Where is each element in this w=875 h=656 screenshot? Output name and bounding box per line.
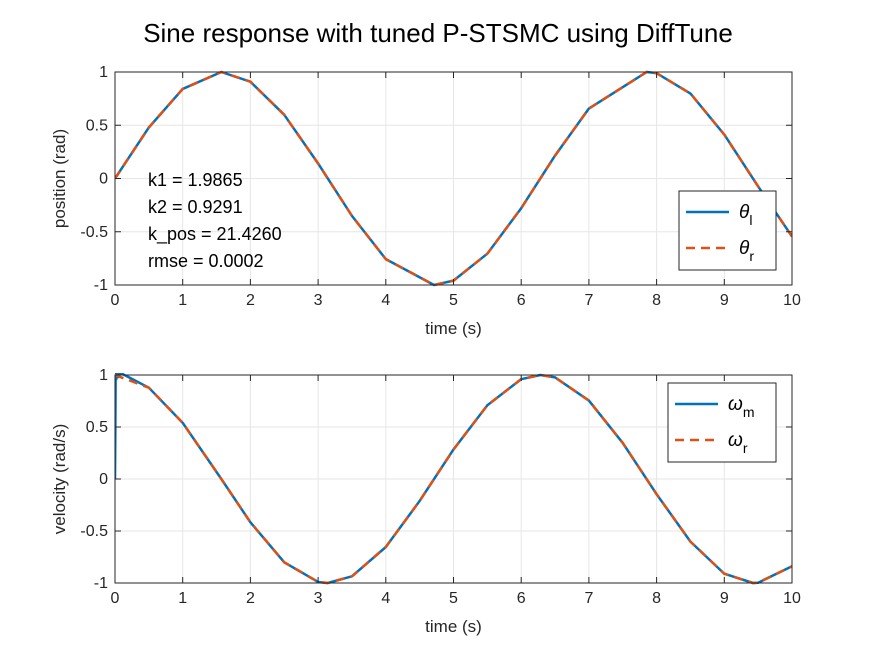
y-tick-label: 1 bbox=[99, 367, 108, 384]
series-line-ω-r bbox=[115, 373, 792, 585]
x-tick-label: 9 bbox=[720, 590, 729, 607]
x-tick-label: 7 bbox=[584, 292, 593, 309]
x-tick-label: 10 bbox=[783, 590, 801, 607]
y-tick-label: -1 bbox=[94, 277, 108, 294]
x-tick-label: 5 bbox=[449, 590, 458, 607]
y-tick-label: 0.5 bbox=[86, 117, 108, 134]
annotation-line: rmse = 0.0002 bbox=[148, 251, 264, 271]
x-tick-label: 5 bbox=[449, 292, 458, 309]
x-tick-label: 10 bbox=[783, 292, 801, 309]
x-tick-label: 8 bbox=[652, 590, 661, 607]
x-tick-label: 0 bbox=[111, 292, 120, 309]
legend: θl θr bbox=[678, 190, 777, 271]
y-tick-label: 0 bbox=[99, 171, 108, 188]
x-tick-label: 6 bbox=[517, 590, 526, 607]
x-tick-label: 8 bbox=[652, 292, 661, 309]
x-tick-label: 6 bbox=[517, 292, 526, 309]
x-axis-label: time (s) bbox=[425, 319, 482, 338]
x-tick-label: 4 bbox=[381, 590, 390, 607]
legend-label-l: θl bbox=[739, 202, 752, 228]
x-tick-label: 2 bbox=[246, 590, 255, 607]
legend-label-r: ωr bbox=[728, 430, 748, 456]
legend-label-m: ωm bbox=[728, 394, 754, 420]
velocity-subplot: 0 1 2 3 4 5 6 7 8 9 10 -1 -0.5 0 0.5 1 time (s) velocity … bbox=[50, 367, 801, 636]
annotation-line: k_pos = 21.4260 bbox=[148, 224, 282, 245]
x-tick-label: 1 bbox=[178, 292, 187, 309]
x-tick-label: 3 bbox=[314, 292, 323, 309]
x-tick-label: 3 bbox=[314, 590, 323, 607]
y-tick-label: 1 bbox=[99, 64, 108, 81]
y-axis-label: velocity (rad/s) bbox=[50, 424, 69, 535]
x-tick-label: 1 bbox=[178, 590, 187, 607]
y-tick-label: 0 bbox=[99, 471, 108, 488]
x-tick-label: 7 bbox=[584, 590, 593, 607]
position-subplot: 0 1 2 3 4 5 6 7 8 9 10 -1 -0.5 0 0.5 1 time (s) position … bbox=[50, 64, 801, 338]
legend: ωm ωr bbox=[667, 382, 777, 463]
y-axis-label: position (rad) bbox=[50, 129, 69, 228]
legend-box bbox=[678, 190, 777, 271]
y-tick-label: -1 bbox=[94, 575, 108, 592]
x-tick-label: 9 bbox=[720, 292, 729, 309]
y-tick-label: -0.5 bbox=[80, 523, 108, 540]
y-tick-label: -0.5 bbox=[80, 224, 108, 241]
legend-box bbox=[667, 382, 777, 463]
y-tick-label: 0.5 bbox=[86, 419, 108, 436]
annotation-line: k2 = 0.9291 bbox=[148, 197, 243, 217]
annotation-line: k1 = 1.9865 bbox=[148, 170, 243, 190]
x-tick-label: 0 bbox=[111, 590, 120, 607]
legend-label-r: θr bbox=[739, 238, 754, 264]
x-tick-label: 4 bbox=[381, 292, 390, 309]
x-axis-label: time (s) bbox=[425, 617, 482, 636]
x-tick-label: 2 bbox=[246, 292, 255, 309]
figure-title: Sine response with tuned P-STSMC using D… bbox=[143, 18, 733, 48]
